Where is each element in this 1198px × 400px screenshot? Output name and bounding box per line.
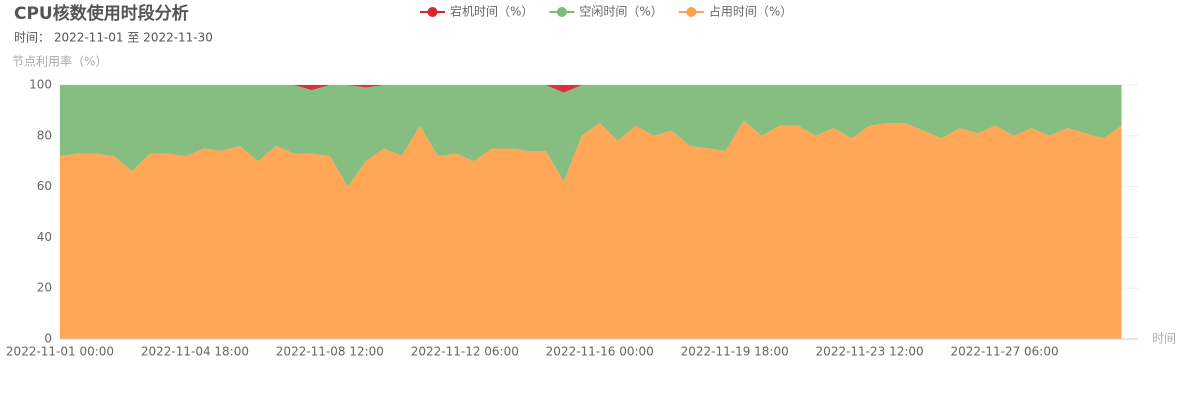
legend-marker bbox=[686, 7, 697, 17]
x-tick-label: 2022-11-23 12:00 bbox=[816, 345, 924, 359]
y-tick-label: 60 bbox=[37, 179, 52, 193]
y-tick-label: 20 bbox=[37, 281, 52, 295]
legend-label: 空闲时间（%） bbox=[579, 5, 662, 19]
y-tick-label: 80 bbox=[37, 128, 52, 142]
y-tick-label: 100 bbox=[29, 78, 52, 92]
legend-label: 占用时间（%） bbox=[709, 4, 792, 19]
legend-label: 宕机时间（%） bbox=[450, 4, 533, 19]
x-tick-label: 2022-11-04 18:00 bbox=[141, 345, 249, 359]
legend-marker bbox=[556, 7, 567, 17]
chart-subtitle: 时间： 2022-11-01 至 2022-11-30 bbox=[14, 31, 213, 45]
x-tick-label: 2022-11-01 00:00 bbox=[6, 345, 114, 359]
legend-marker bbox=[427, 7, 438, 17]
x-tick-label: 2022-11-08 12:00 bbox=[276, 345, 384, 359]
x-tick-label: 2022-11-12 06:00 bbox=[411, 345, 519, 359]
x-tick-label: 2022-11-19 18:00 bbox=[681, 345, 789, 359]
chart-title: CPU核数使用时段分析 bbox=[14, 3, 189, 24]
area bbox=[60, 85, 1122, 187]
x-tick-label: 2022-11-27 06:00 bbox=[950, 345, 1058, 359]
x-axis-title: 时间 bbox=[1152, 332, 1176, 346]
y-tick-label: 40 bbox=[37, 230, 52, 244]
y-tick-label: 0 bbox=[44, 332, 52, 346]
x-tick-label: 2022-11-16 00:00 bbox=[546, 345, 654, 359]
y-axis-title: 节点利用率（%） bbox=[12, 54, 107, 69]
area bbox=[60, 120, 1122, 339]
